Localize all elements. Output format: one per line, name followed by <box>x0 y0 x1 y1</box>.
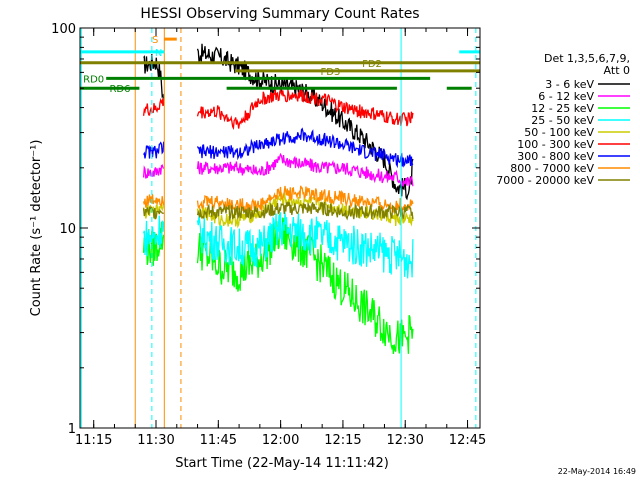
legend-label-7: 800 - 7000 keV <box>510 162 594 175</box>
flag-label-rd0: RD0 <box>83 74 104 85</box>
series-1 <box>142 152 414 188</box>
x-tick-label-6: 12:45 <box>449 433 486 448</box>
series-6-segment-0 <box>143 141 165 159</box>
series-3-segment-0 <box>142 215 165 257</box>
x-tick-label-4: 12:15 <box>324 433 361 448</box>
y-tick-label-2: 100 <box>51 22 76 37</box>
footer-date: 22-May-2014 16:49 <box>558 467 636 476</box>
chart-title: HESSI Observing Summary Count Rates <box>140 6 419 22</box>
legend-label-3: 25 - 50 keV <box>531 114 594 127</box>
series-1-segment-1 <box>196 152 414 188</box>
flag-labels: SN FD2 FD3 RD0 RD6 <box>83 35 382 95</box>
legend-header-1: Att 0 <box>604 64 630 77</box>
legend-label-5: 100 - 300 keV <box>517 138 594 151</box>
series-8-segment-0 <box>142 205 164 220</box>
series-4-segment-1 <box>196 192 414 229</box>
legend-label-2: 12 - 25 keV <box>531 102 594 115</box>
x-tick-label-3: 12:00 <box>262 433 299 448</box>
series-6 <box>143 127 414 169</box>
series-7 <box>142 185 414 214</box>
axes-layer: 11:15 11:30 11:45 12:00 12:15 12:30 12:45 1 10 10… <box>51 22 486 448</box>
series-6-segment-1 <box>196 127 414 169</box>
y-tick-label-1: 10 <box>59 222 76 237</box>
y-tick-label-0: 1 <box>68 422 76 437</box>
series-layer <box>142 43 414 355</box>
flag-label-s: S <box>152 35 158 46</box>
legend-label-4: 50 - 100 keV <box>524 126 594 139</box>
series-5-segment-1 <box>196 87 414 130</box>
legend-header-0: Det 1,3,5,6,7,9, <box>544 52 630 65</box>
legend-label-8: 7000 - 20000 keV <box>496 174 594 187</box>
series-7-segment-1 <box>196 185 414 214</box>
flag-label-fd3: FD3 <box>321 67 341 78</box>
flag-label-n: N <box>155 48 162 59</box>
series-3-segment-1 <box>196 211 414 279</box>
legend-label-6: 300 - 800 keV <box>517 150 594 163</box>
series-3 <box>142 211 414 279</box>
x-axis-label: Start Time (22-May-14 11:11:42) <box>175 456 389 471</box>
x-tick-label-0: 11:15 <box>75 433 112 448</box>
series-5-segment-0 <box>142 97 165 116</box>
flag-label-rd6: RD6 <box>109 84 130 95</box>
series-7-segment-0 <box>142 193 165 208</box>
y-axis-label: Count Rate (s⁻¹ detector⁻¹) <box>29 140 44 317</box>
series-8-segment-1 <box>196 201 414 222</box>
series-5 <box>142 87 414 130</box>
series-8 <box>142 201 414 222</box>
legend-label-0: 3 - 6 keV <box>545 78 594 91</box>
series-1-segment-0 <box>142 164 165 179</box>
x-tick-label-2: 11:45 <box>200 433 237 448</box>
legend-label-1: 6 - 12 keV <box>538 90 594 103</box>
flag-label-fd2: FD2 <box>362 59 382 70</box>
x-tick-label-5: 12:30 <box>386 433 423 448</box>
x-tick-label-1: 11:30 <box>137 433 174 448</box>
